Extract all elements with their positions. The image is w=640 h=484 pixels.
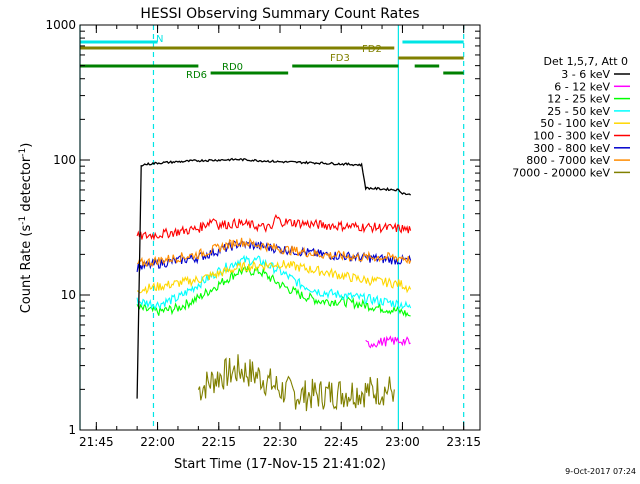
- legend-entry-label: 6 - 12 keV: [554, 80, 610, 93]
- x-tick-label: 22:45: [324, 435, 359, 449]
- legend-entry-label: 7000 - 20000 keV: [512, 166, 610, 179]
- y-tick-label: 1: [68, 423, 76, 437]
- y-tick-label: 10: [61, 288, 76, 302]
- legend-entry-label: 25 - 50 keV: [547, 105, 610, 118]
- legend-header: Det 1,5,7, Att 0: [544, 55, 628, 68]
- y-axis-label: Count Rate (s-1 detector-1): [18, 143, 34, 314]
- legend-entry-label: 800 - 7000 keV: [526, 154, 610, 167]
- y-axis-label-exp1: -1: [18, 216, 28, 225]
- series-line: [136, 157, 412, 399]
- x-tick-label: 22:00: [140, 435, 175, 449]
- series-line: [136, 213, 412, 242]
- chart-title: HESSI Observing Summary Count Rates: [140, 6, 419, 22]
- legend-entry-label: 50 - 100 keV: [540, 117, 610, 130]
- x-tick-label: 23:15: [446, 435, 481, 449]
- x-tick-label: 22:30: [263, 435, 298, 449]
- y-axis-label-main: Count Rate (s: [19, 225, 34, 314]
- x-tick-label: 21:45: [79, 435, 114, 449]
- series-line: [136, 260, 412, 295]
- y-axis-label-end: ): [19, 143, 34, 148]
- x-tick-label: 22:15: [201, 435, 236, 449]
- flag-bar-label: N: [156, 34, 163, 45]
- legend-entry-label: 100 - 300 keV: [533, 130, 610, 143]
- legend-entry-label: 300 - 800 keV: [533, 142, 610, 155]
- series-line: [136, 237, 412, 268]
- y-tick-label: 100: [53, 153, 76, 167]
- y-axis-label-mid: detector: [19, 156, 34, 216]
- series-line: [136, 254, 412, 311]
- y-axis-ticks: 1 10 100 1000: [45, 18, 480, 437]
- x-axis-label: Start Time (17-Nov-15 21:41:02): [174, 457, 386, 472]
- legend-entry-label: 3 - 6 keV: [561, 68, 610, 81]
- flag-bar-label: FD2: [362, 44, 382, 55]
- flag-bar-label: RD0: [222, 62, 243, 73]
- series-line: [136, 239, 412, 273]
- legend-entry-label: 12 - 25 keV: [547, 93, 610, 106]
- series-group: [136, 157, 412, 412]
- series-line: [136, 265, 411, 318]
- series-line: [365, 335, 411, 349]
- flag-bars: N FD2 FD3 RD0 RD6: [80, 34, 464, 81]
- x-axis-ticks: 21:45 22:00 22:15 22:30 22:45 23:00 23:15: [79, 25, 481, 449]
- flag-bar-label: FD3: [330, 53, 350, 64]
- flag-bar-label: RD6: [186, 70, 207, 81]
- series-line: [197, 354, 395, 412]
- footer-date: 9-Oct-2017 07:24: [565, 467, 636, 476]
- y-axis-label-exp2: -1: [18, 148, 28, 157]
- x-tick-label: 23:00: [385, 435, 420, 449]
- y-tick-label: 1000: [45, 18, 76, 32]
